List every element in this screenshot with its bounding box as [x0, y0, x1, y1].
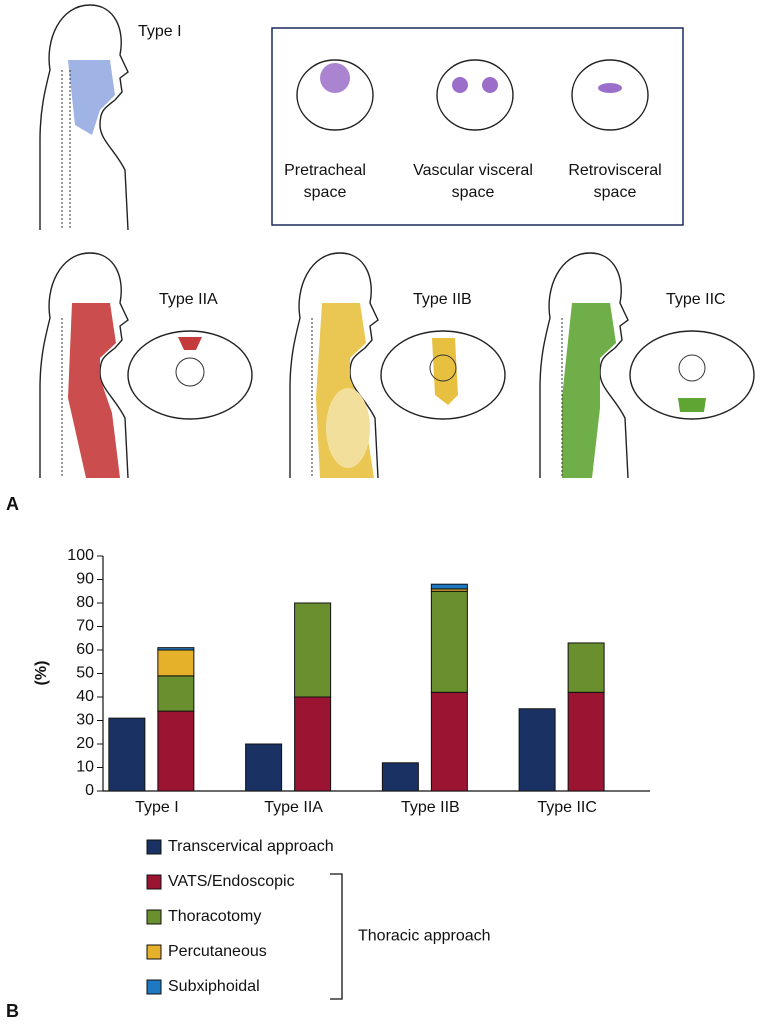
bar — [567, 642, 605, 693]
space-label: Vascular visceral space — [413, 162, 533, 201]
region — [320, 63, 350, 93]
space-label-line: space — [452, 184, 495, 201]
bar — [381, 762, 419, 792]
bar — [157, 675, 195, 712]
region — [562, 303, 616, 478]
bar — [157, 647, 195, 651]
y-tick-label: 60 — [76, 641, 94, 658]
legend-bracket — [330, 873, 343, 1000]
type-label: Type IIA — [159, 291, 218, 308]
neck-sections — [296, 59, 649, 131]
bar — [245, 743, 283, 792]
profile-type-iia — [39, 252, 129, 479]
region — [598, 83, 622, 93]
y-tick-label: 80 — [76, 594, 94, 611]
legend-label: VATS/Endoscopic — [168, 873, 295, 890]
legend-label: Subxiphoidal — [168, 978, 260, 995]
neck — [296, 59, 374, 131]
y-tick-label: 30 — [76, 712, 94, 729]
bar — [518, 708, 556, 792]
y-tick-label: 20 — [76, 735, 94, 752]
bar — [430, 583, 468, 590]
space-label-line: Pretracheal — [284, 162, 366, 179]
legend-label: Thoracotomy — [168, 908, 261, 925]
bar — [157, 710, 195, 792]
space-label-line: space — [304, 184, 347, 201]
legend-swatch — [146, 909, 162, 925]
y-tick-label: 10 — [76, 759, 94, 776]
legend-swatch — [146, 839, 162, 855]
y-tick-label: 50 — [76, 665, 94, 682]
x-tick-label: Type IIB — [401, 799, 460, 816]
heart — [678, 354, 706, 382]
profile-type-one — [39, 4, 129, 231]
space-label: Retrovisceral space — [568, 162, 661, 201]
space-label-line: Vascular visceral — [413, 162, 533, 179]
heart — [326, 388, 370, 468]
y-tick-label: 100 — [67, 547, 94, 564]
panel-label: B — [6, 1001, 19, 1021]
type-label: Type I — [138, 23, 182, 40]
y-tick-label: 40 — [76, 688, 94, 705]
heart — [175, 357, 205, 387]
space-label: Pretracheal space — [284, 162, 366, 201]
type-label: Type IIB — [413, 291, 472, 308]
bar — [430, 691, 468, 792]
space-label-line: space — [594, 184, 637, 201]
neck — [436, 59, 514, 131]
spaces-box — [271, 27, 684, 226]
space-label-line: Retrovisceral — [568, 162, 661, 179]
panel-label: A — [6, 494, 19, 514]
y-tick-label: 70 — [76, 618, 94, 635]
bar — [430, 590, 468, 693]
legend-swatch — [146, 874, 162, 890]
x-tick-label: Type I — [135, 799, 179, 816]
region — [452, 77, 468, 93]
profile-type-iib — [289, 252, 379, 479]
neck — [571, 59, 649, 131]
x-tick-label: Type IIC — [537, 799, 597, 816]
region — [68, 303, 120, 478]
legend-label: Percutaneous — [168, 943, 267, 960]
bar — [157, 649, 195, 677]
cross-sections — [127, 330, 755, 420]
heart — [429, 354, 457, 382]
region — [68, 60, 115, 135]
thorax — [629, 330, 755, 420]
bar — [108, 717, 146, 792]
region — [482, 77, 498, 93]
bar — [567, 691, 605, 792]
legend-swatch — [146, 944, 162, 960]
type-label: Type IIC — [666, 291, 726, 308]
legend-group-label: Thoracic approach — [358, 928, 491, 945]
y-tick-label: 90 — [76, 571, 94, 588]
spine — [61, 70, 71, 230]
region — [178, 337, 202, 350]
region — [678, 398, 706, 412]
region — [432, 338, 458, 405]
bar — [294, 602, 332, 698]
y-tick-label: 0 — [85, 782, 94, 799]
legend-label: Transcervical approach — [168, 838, 334, 855]
x-tick-label: Type IIA — [264, 799, 323, 816]
profile-type-iic — [539, 252, 629, 479]
y-axis-label: (%) — [33, 661, 50, 686]
thorax — [127, 330, 253, 420]
bar — [294, 696, 332, 792]
legend-swatch — [146, 979, 162, 995]
